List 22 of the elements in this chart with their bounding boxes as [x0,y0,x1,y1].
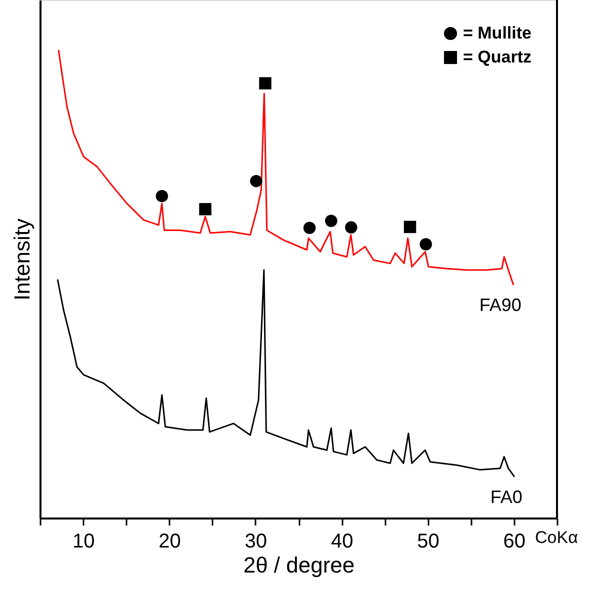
x-tick-label: 20 [158,530,181,552]
point [199,203,212,216]
point [345,221,358,234]
point [259,77,272,90]
x-tick-label: 40 [330,530,354,552]
legend-label: = Quartz [463,48,532,66]
x-axis-title: 2θ / degree [243,552,355,578]
point [420,238,432,250]
point [303,222,316,234]
point [325,214,338,227]
point [250,174,262,188]
x-tick-label: 10 [72,530,95,552]
series-label: FA90 [479,294,522,315]
series-label: FA0 [490,486,522,507]
text: CoKα [535,528,578,547]
x-tick-label: 30 [244,530,268,552]
legend-label: = Mullite [463,24,532,42]
y-axis-title: Intensity [10,218,34,300]
x-tick-label: 50 [417,530,440,552]
x-tick-label: 60 [503,530,526,552]
point [156,190,168,202]
point [404,220,416,234]
